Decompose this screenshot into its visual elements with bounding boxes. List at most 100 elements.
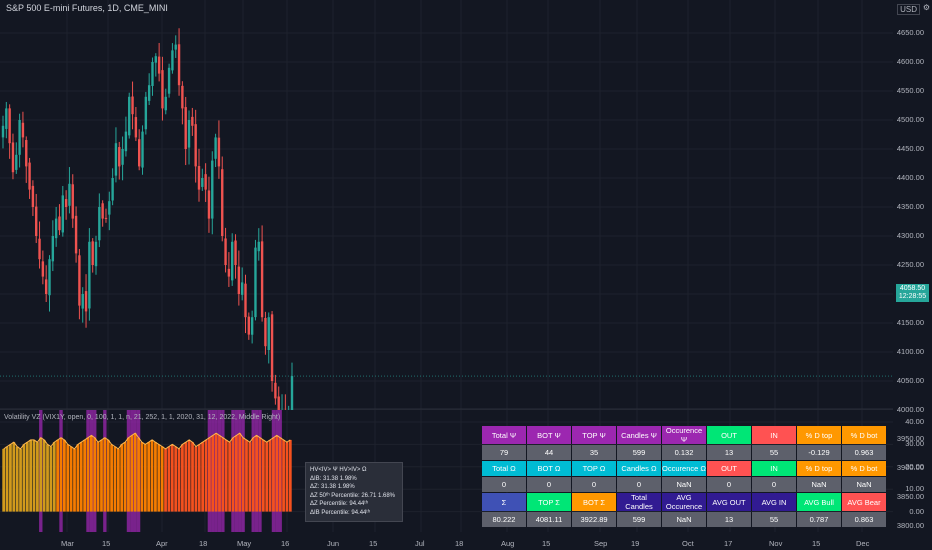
osc-bar bbox=[96, 442, 100, 512]
osc-bar bbox=[194, 446, 198, 512]
osc-bar bbox=[49, 446, 53, 512]
stats-row: 79 44 35 599 0.132 13 55 -0.129 0.963 bbox=[482, 445, 886, 460]
stats-row: Σ TOP Σ BOT Σ Total Candles AVG Occurence AVG… bbox=[482, 493, 886, 511]
stats-cell: AVG Bull bbox=[797, 493, 841, 511]
tooltip-line: ΔZ Percentile: 94.44ᵗʰ bbox=[310, 501, 368, 508]
candle bbox=[5, 101, 8, 139]
tooltip-line: ΔIB Percentile: 94.44ᵗʰ bbox=[310, 509, 370, 516]
osc-bar bbox=[143, 444, 147, 512]
osc-bar bbox=[113, 446, 117, 512]
candle bbox=[78, 248, 81, 320]
osc-bar bbox=[73, 448, 76, 512]
candle bbox=[51, 220, 55, 272]
time-tick-label: Apr bbox=[156, 539, 168, 548]
price-tick-label: 4300.00 bbox=[896, 231, 924, 240]
time-tick-label: Nov bbox=[769, 539, 783, 548]
candle bbox=[38, 221, 41, 269]
stats-cell: 13 bbox=[707, 445, 751, 460]
osc-bar bbox=[150, 439, 154, 512]
candle bbox=[174, 35, 177, 58]
candle bbox=[244, 274, 247, 334]
time-tick-label: 15 bbox=[369, 539, 378, 548]
stats-cell: 55 bbox=[752, 445, 796, 460]
time-tick-label: 17 bbox=[724, 539, 733, 548]
stats-cell: TOP Ω bbox=[572, 461, 616, 476]
osc-bar bbox=[106, 439, 110, 512]
candle bbox=[28, 157, 31, 199]
candle bbox=[227, 252, 231, 287]
candle bbox=[267, 312, 270, 364]
candle bbox=[15, 142, 18, 174]
stats-cell: IN bbox=[752, 426, 796, 444]
osc-bar bbox=[19, 448, 22, 512]
candle bbox=[98, 193, 101, 248]
stats-cell: 0 bbox=[752, 477, 796, 492]
stats-cell: 0 bbox=[527, 477, 571, 492]
osc-bar bbox=[218, 435, 221, 512]
osc-bar bbox=[140, 442, 144, 512]
candle bbox=[1, 115, 5, 149]
candle bbox=[88, 228, 91, 321]
osc-bar bbox=[170, 444, 174, 512]
stats-cell: Total Candles bbox=[617, 493, 661, 511]
gear-icon[interactable]: ⚙ bbox=[922, 3, 930, 12]
indicator-label[interactable]: Volatility VZ (VIX1Y, open, 0, 100, 1, 1… bbox=[4, 414, 281, 421]
osc-bar bbox=[32, 439, 36, 512]
tooltip-line: ΔIB: 31.38 1.98% bbox=[310, 475, 357, 482]
osc-bar bbox=[56, 439, 60, 512]
candle bbox=[240, 267, 244, 301]
osc-bar bbox=[184, 442, 188, 512]
time-tick-label: Jun bbox=[327, 539, 340, 548]
stats-cell: NaN bbox=[662, 477, 706, 492]
candle bbox=[211, 151, 214, 235]
osc-bar bbox=[133, 433, 137, 512]
candle bbox=[234, 234, 237, 279]
price-tick-label: 4100.00 bbox=[896, 347, 924, 356]
stats-cell: IN bbox=[752, 461, 796, 476]
price-chart[interactable] bbox=[0, 0, 893, 410]
candle bbox=[74, 206, 78, 263]
stats-cell: Occurence Ω bbox=[662, 461, 706, 476]
price-tick-label: 4600.00 bbox=[896, 57, 924, 66]
candle bbox=[214, 133, 217, 168]
candle bbox=[84, 274, 88, 328]
stats-cell: % D bot bbox=[842, 426, 886, 444]
stats-cell: 4081.11 bbox=[527, 512, 571, 527]
candle bbox=[111, 168, 114, 206]
stats-cell: NaN bbox=[842, 477, 886, 492]
candle bbox=[114, 127, 118, 183]
osc-bar bbox=[275, 435, 279, 512]
osc-bar bbox=[268, 439, 272, 512]
osc-bar bbox=[278, 437, 282, 512]
time-tick-label: 16 bbox=[281, 539, 290, 548]
currency-badge[interactable]: USD bbox=[897, 4, 920, 15]
chart-title: S&P 500 E-mini Futures, 1D, CME_MINI bbox=[6, 3, 168, 13]
stats-cell: 44 bbox=[527, 445, 571, 460]
candle bbox=[257, 228, 260, 261]
time-tick-label: 18 bbox=[199, 539, 208, 548]
stats-row: 80.222 4081.11 3922.89 599 NaN 13 55 0.787 0.863 bbox=[482, 512, 886, 527]
osc-bar bbox=[187, 439, 191, 512]
stats-cell: TOP Ψ bbox=[572, 426, 616, 444]
candle bbox=[137, 129, 141, 171]
osc-bar bbox=[167, 446, 171, 512]
price-tick-label: 4400.00 bbox=[896, 173, 924, 182]
osc-bar bbox=[79, 442, 83, 512]
price-tick-label: 4450.00 bbox=[896, 144, 924, 153]
osc-bar bbox=[22, 444, 26, 512]
stats-cell: 13 bbox=[707, 512, 751, 527]
candle bbox=[281, 394, 283, 410]
candle bbox=[260, 225, 264, 322]
osc-bar bbox=[285, 442, 289, 512]
candle bbox=[181, 81, 184, 125]
stats-cell: 3922.89 bbox=[572, 512, 616, 527]
stats-cell: Total Ψ bbox=[482, 426, 526, 444]
candle bbox=[161, 56, 164, 121]
candle bbox=[108, 191, 111, 231]
stats-cell: 0 bbox=[572, 477, 616, 492]
candle bbox=[277, 386, 280, 410]
candle bbox=[124, 116, 128, 157]
time-tick-label: 18 bbox=[455, 539, 464, 548]
osc-bar bbox=[15, 446, 19, 512]
candle bbox=[254, 239, 257, 321]
